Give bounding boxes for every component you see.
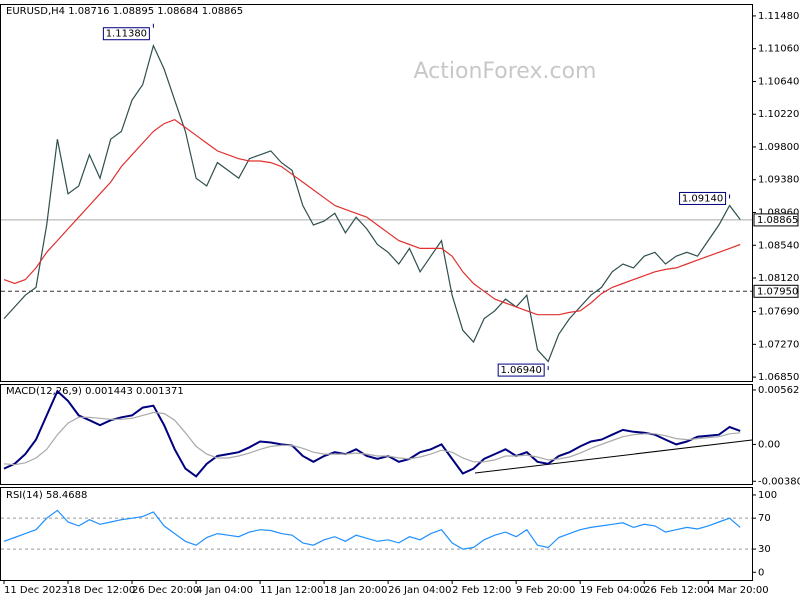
- y-tick-label: 1.08120: [758, 273, 799, 284]
- rsi-title: RSI(14) 58.4688: [6, 490, 87, 501]
- y-tick-label: -0.003807: [758, 476, 800, 487]
- y-tick-label: 1.08960: [758, 208, 799, 219]
- rsi-panel: [0, 487, 753, 581]
- x-tick-label: 18 Jan 20:00: [324, 585, 387, 596]
- y-tick-label: 30: [758, 544, 771, 555]
- series-line: [3, 389, 741, 478]
- macd-panel: [0, 384, 753, 485]
- y-tick-label: 0: [758, 567, 764, 578]
- series-line: [3, 509, 741, 550]
- chart-title: EURUSD,H4 1.08716 1.08895 1.08684 1.0886…: [6, 6, 243, 17]
- annotation-box: [497, 363, 545, 377]
- x-tick-label: 26 Feb 12:00: [644, 585, 710, 596]
- price-panel: [0, 4, 753, 382]
- price-label-box: [753, 284, 799, 298]
- price-label: 1.07950: [757, 286, 798, 297]
- y-tick-label: 1.06850: [758, 372, 799, 383]
- y-tick-label: 70: [758, 513, 771, 524]
- y-tick-label: 1.09800: [758, 142, 799, 153]
- y-tick-label: 1.11480: [758, 11, 799, 22]
- x-tick-label: 26 Jan 04:00: [388, 585, 451, 596]
- y-tick-label: 1.07270: [758, 339, 799, 350]
- x-tick-label: 4 Mar 20:00: [708, 585, 768, 596]
- annotation-label: 1.06940: [500, 365, 541, 376]
- series-line: [3, 119, 741, 316]
- y-tick-label: 1.09380: [758, 175, 799, 186]
- y-tick-label: 1.08540: [758, 240, 799, 251]
- x-tick-label: 19 Feb 04:00: [580, 585, 646, 596]
- y-tick-label: 0.00: [758, 439, 780, 450]
- x-tick-label: 11 Dec 2023: [4, 585, 68, 596]
- y-tick-label: 1.07690: [758, 307, 799, 318]
- watermark: ActionForex.com: [414, 59, 597, 84]
- series-line: [3, 411, 741, 466]
- y-tick-label: 1.11060: [758, 44, 799, 55]
- x-tick-label: 11 Jan 12:00: [260, 585, 323, 596]
- y-tick-label: 1.10220: [758, 109, 799, 120]
- y-tick-label: 1.10640: [758, 76, 799, 87]
- x-tick-label: 18 Dec 12:00: [68, 585, 135, 596]
- x-tick-label: 9 Feb 20:00: [516, 585, 575, 596]
- trend-line: [474, 439, 753, 474]
- macd-title: MACD(12,26,9) 0.001443 0.001371: [6, 386, 184, 397]
- x-tick-label: 26 Dec 20:00: [132, 585, 199, 596]
- annotation-box: [102, 27, 150, 41]
- y-tick-label: 100: [758, 490, 777, 501]
- annotation-label: 1.11380: [106, 29, 147, 40]
- price-label-box: [753, 213, 799, 227]
- x-tick-label: 4 Jan 04:00: [196, 585, 253, 596]
- series-line: [3, 43, 741, 363]
- price-label: 1.08865: [757, 215, 798, 226]
- annotation-box: [679, 191, 727, 205]
- y-tick-label: 0.005628: [758, 385, 800, 396]
- x-tick-label: 2 Feb 12:00: [452, 585, 511, 596]
- annotation-label: 1.09140: [682, 193, 723, 204]
